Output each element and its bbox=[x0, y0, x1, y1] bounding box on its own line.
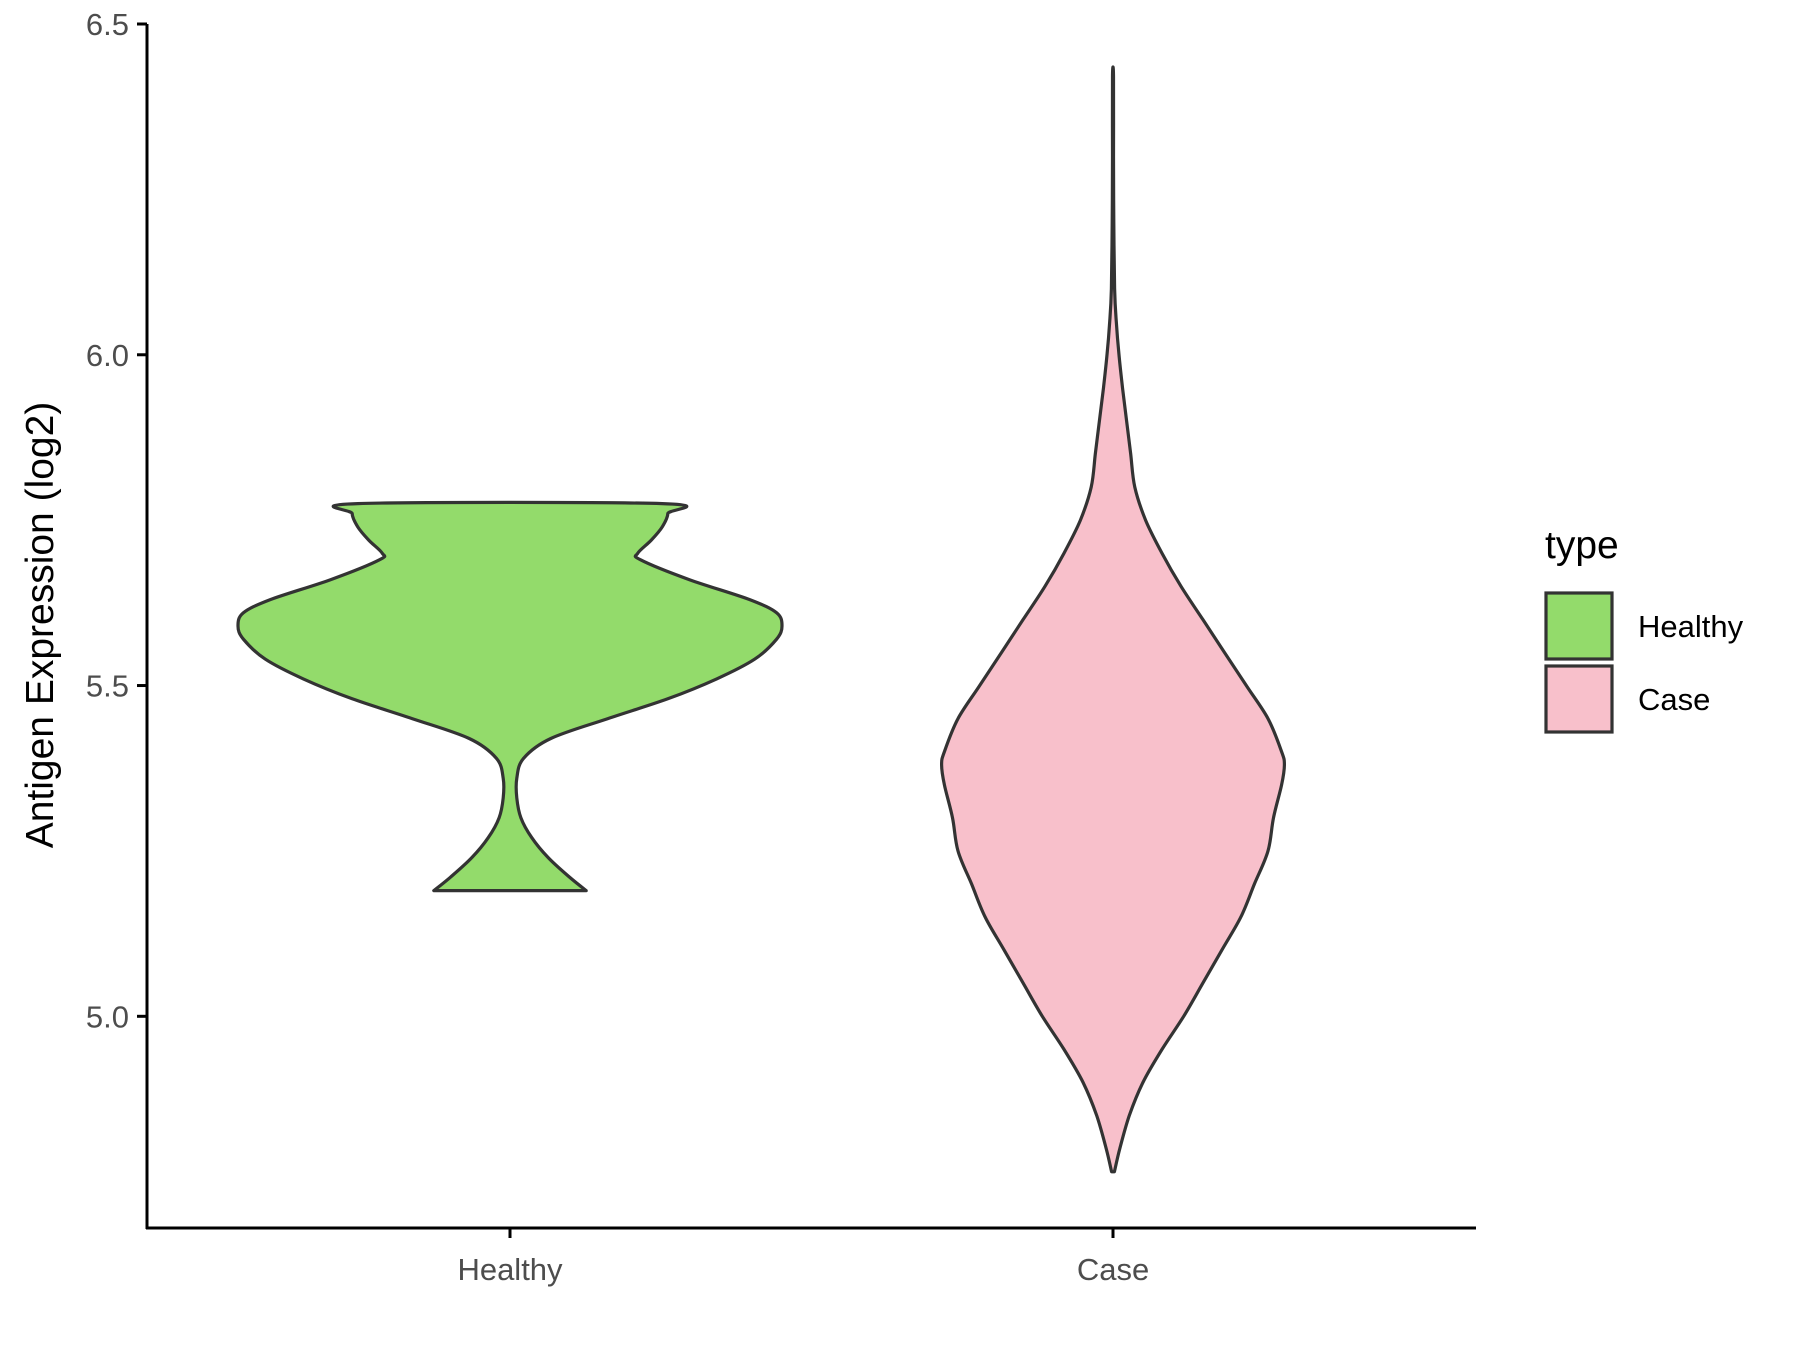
y-tick-label: 6.5 bbox=[86, 7, 129, 42]
legend-swatch-healthy bbox=[1544, 591, 1614, 661]
violins-group bbox=[236, 65, 1286, 1174]
y-tick-label: 6.0 bbox=[86, 338, 129, 373]
legend-label-healthy: Healthy bbox=[1638, 609, 1744, 644]
x-ticks-group: Healthy Case bbox=[457, 1228, 1149, 1287]
legend-items: Healthy Case bbox=[1544, 591, 1744, 734]
y-tick-label: 5.5 bbox=[86, 669, 129, 704]
y-ticks-group: 5.0 5.5 6.0 6.5 bbox=[86, 7, 147, 1034]
legend-swatch-case bbox=[1544, 664, 1614, 734]
x-tick-label: Healthy bbox=[457, 1252, 563, 1287]
x-tick-label: Case bbox=[1077, 1252, 1149, 1287]
axes-group bbox=[145, 24, 1476, 1230]
violin-case bbox=[940, 65, 1286, 1174]
legend-label-case: Case bbox=[1638, 682, 1710, 717]
y-axis-title: Antigen Expression (log2) bbox=[19, 402, 62, 849]
violin-healthy bbox=[236, 500, 784, 893]
legend: type Healthy Case bbox=[1544, 524, 1744, 734]
legend-title: type bbox=[1545, 524, 1619, 567]
y-tick-label: 5.0 bbox=[86, 999, 129, 1034]
